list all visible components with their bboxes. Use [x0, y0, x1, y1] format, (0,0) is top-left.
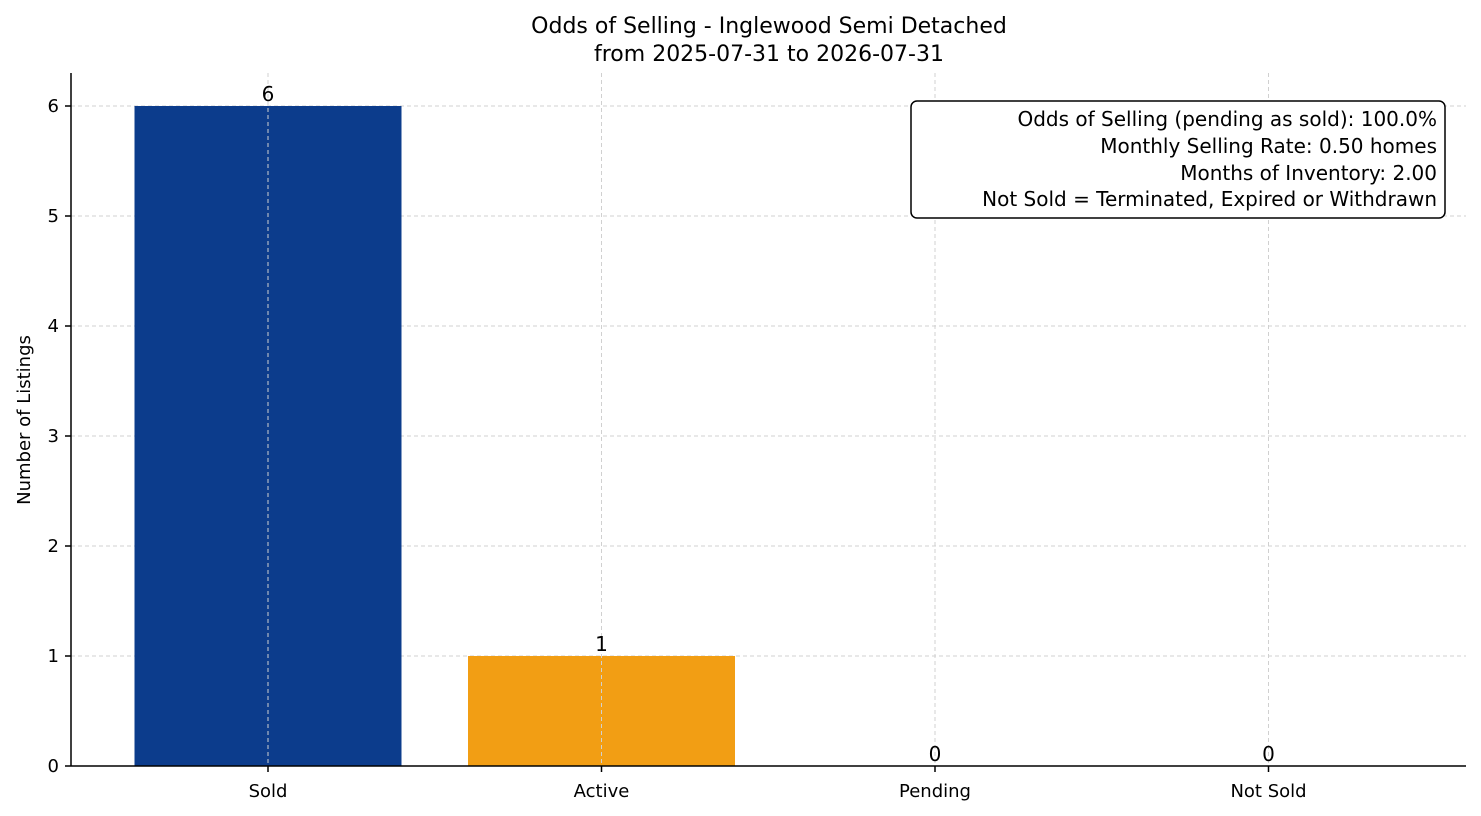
- info-box-frame: [910, 100, 1446, 219]
- x-ticks-group: Sold Active Pending Not Sold: [249, 766, 1307, 802]
- y-tick-label: 2: [48, 536, 59, 557]
- y-tick-label: 5: [48, 206, 59, 227]
- y-tick-label: 0: [48, 756, 59, 777]
- data-labels-group: 6 1 0 0: [262, 82, 1275, 766]
- y-ticks-group: 0 1 2 3 4 5 6: [48, 96, 71, 777]
- y-tick-label: 1: [48, 646, 59, 667]
- bar-value-label: 0: [929, 742, 942, 766]
- y-tick-label: 3: [48, 426, 59, 447]
- y-tick-label: 6: [48, 96, 59, 117]
- y-tick-label: 4: [48, 316, 59, 337]
- x-tick-label: Active: [574, 781, 630, 802]
- x-tick-label: Sold: [249, 781, 288, 802]
- bar-value-label: 0: [1262, 742, 1275, 766]
- info-box: Odds of Selling (pending as sold): 100.0…: [910, 100, 1446, 219]
- bar-sold: [134, 106, 402, 766]
- x-tick-label: Not Sold: [1230, 781, 1306, 802]
- chart-title-group: Odds of Selling - Inglewood Semi Detache…: [531, 14, 1007, 67]
- info-line-odds: Odds of Selling (pending as sold): 100.0…: [1017, 107, 1437, 131]
- info-line-not-sold: Not Sold = Terminated, Expired or Withdr…: [982, 187, 1437, 211]
- bar-value-label: 6: [262, 82, 275, 106]
- x-tick-label: Pending: [899, 781, 971, 802]
- bars-group: [134, 106, 735, 766]
- axes-group: [70, 73, 1466, 767]
- info-line-inventory: Months of Inventory: 2.00: [1180, 161, 1437, 185]
- bar-value-label: 1: [595, 632, 608, 656]
- chart-subtitle: from 2025-07-31 to 2026-07-31: [594, 42, 944, 67]
- y-axis-label: Number of Listings: [14, 335, 35, 505]
- info-line-rate: Monthly Selling Rate: 0.50 homes: [1100, 134, 1437, 158]
- chart-title: Odds of Selling - Inglewood Semi Detache…: [531, 14, 1007, 39]
